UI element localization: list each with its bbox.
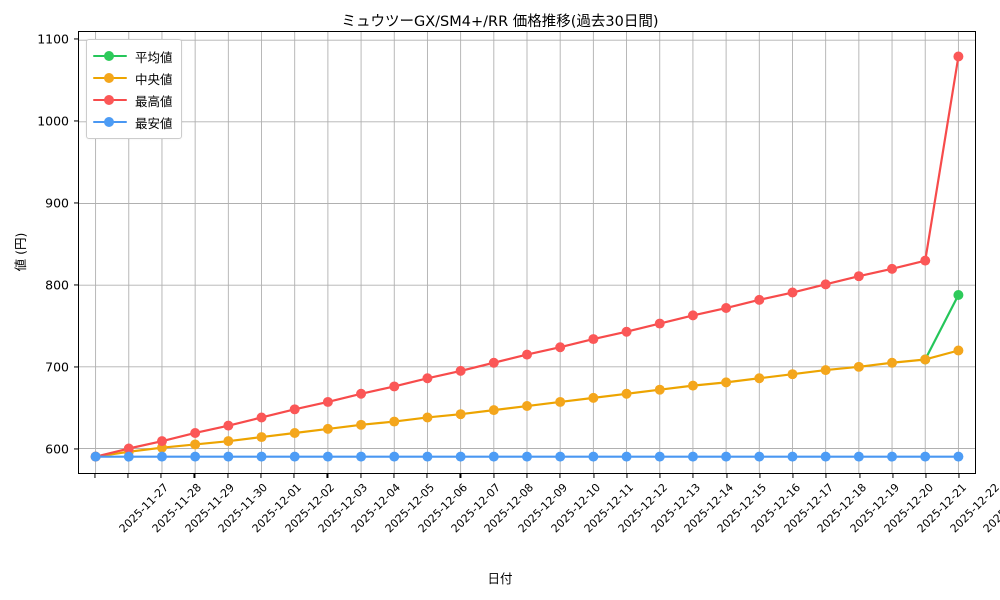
x-tick-mark (127, 474, 129, 478)
x-tick-label: 2025-12-21 (914, 481, 969, 536)
x-tick-mark (659, 474, 661, 478)
x-tick-mark (94, 474, 96, 478)
y-axis-label: 値 (円) (13, 232, 28, 272)
data-series-layer (90, 51, 964, 462)
x-tick-label: 2025-12-15 (715, 481, 770, 536)
x-tick-mark (892, 474, 894, 478)
x-tick-mark (626, 474, 628, 478)
x-tick-mark (459, 474, 462, 478)
x-tick-label: 2025-12-02 (282, 481, 338, 536)
x-tick-mark (692, 474, 694, 478)
x-tick-label: 2025-12-06 (415, 481, 471, 536)
x-tick-label: 2025-12-23 (981, 481, 1000, 536)
x-tick-mark (792, 474, 794, 478)
x-tick-label: 2025-12-16 (748, 481, 803, 536)
x-tick-label: 2025-11-28 (149, 481, 205, 536)
legend-label: 中央値 (135, 71, 173, 87)
x-tick-label: 2025-12-07 (448, 481, 504, 536)
x-tick-mark (859, 474, 861, 478)
x-tick-label: 2025-12-11 (581, 481, 637, 536)
x-tick-label: 2025-12-04 (349, 481, 404, 536)
x-tick-label: 2025-12-13 (648, 481, 703, 536)
x-tick-mark (360, 474, 362, 478)
x-tick-mark (193, 474, 195, 478)
x-tick-label: 2025-12-17 (781, 481, 836, 536)
legend-marker-green-icon (93, 49, 127, 63)
x-tick-label: 2025-12-20 (881, 481, 936, 536)
x-tick-mark (958, 474, 960, 478)
x-axis-label: 日付 (487, 571, 513, 586)
legend-item-max: 最高値 (93, 89, 173, 111)
y-tick-label: 600 (45, 441, 69, 457)
y-tick-label: 800 (45, 277, 69, 293)
x-tick-mark (925, 474, 927, 478)
x-tick-label: 2025-12-14 (681, 481, 737, 536)
legend-marker-orange-icon (93, 71, 127, 85)
legend-item-min: 最安値 (93, 111, 173, 133)
y-tick-label: 700 (45, 359, 69, 375)
plot-area (78, 31, 976, 474)
x-tick-mark (526, 474, 528, 478)
x-tick-mark (825, 474, 827, 478)
x-tick-label: 2025-12-01 (249, 481, 304, 536)
y-tick-label: 900 (45, 195, 69, 211)
x-tick-label: 2025-12-03 (315, 481, 371, 536)
legend-item-median: 中央値 (93, 67, 173, 89)
x-tick-mark (293, 474, 295, 478)
x-tick-label: 2025-12-19 (848, 481, 903, 536)
legend-marker-blue-icon (93, 115, 127, 129)
y-tick-label: 1100 (37, 31, 69, 47)
x-tick-label: 2025-12-09 (515, 481, 570, 536)
x-tick-label: 2025-12-22 (947, 481, 1000, 536)
x-tick-mark (559, 474, 561, 478)
x-tick-label: 2025-12-12 (615, 481, 670, 536)
x-tick-label: 2025-12-08 (482, 481, 537, 536)
x-tick-mark (227, 474, 229, 478)
x-tick-label: 2025-11-27 (116, 481, 171, 536)
x-tick-mark (326, 474, 328, 478)
y-tick-label: 1000 (37, 113, 69, 129)
x-tick-mark (726, 474, 728, 478)
x-tick-label: 2025-12-05 (382, 481, 437, 536)
x-tick-mark (260, 474, 262, 478)
x-tick-mark (759, 474, 761, 478)
x-tick-label: 2025-11-30 (216, 481, 271, 536)
x-tick-label: 2025-11-29 (182, 481, 238, 536)
chart-legend: 平均値 中央値 最高値 最安値 (86, 39, 182, 139)
x-tick-mark (160, 474, 162, 478)
x-tick-mark (393, 474, 395, 478)
legend-label: 最高値 (135, 93, 173, 109)
x-tick-mark (493, 474, 495, 478)
chart-title: ミュウツーGX/SM4+/RR 価格推移(過去30日間) (341, 14, 659, 30)
x-tick-mark (426, 474, 428, 478)
x-tick-label: 2025-12-18 (814, 481, 870, 536)
legend-marker-red-icon (93, 93, 127, 107)
legend-item-average: 平均値 (93, 45, 173, 67)
legend-label: 最安値 (135, 115, 173, 131)
x-tick-label: 2025-12-10 (548, 481, 604, 536)
x-tick-mark (592, 474, 595, 478)
legend-label: 平均値 (135, 49, 173, 65)
